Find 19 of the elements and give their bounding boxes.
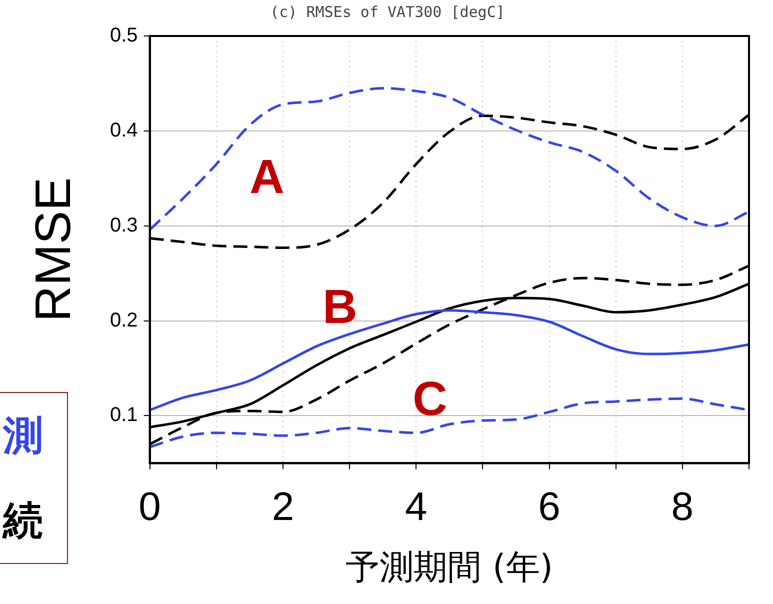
x-tick-label: 8 bbox=[671, 485, 694, 530]
y-tick-label: 0.1 bbox=[110, 404, 138, 426]
line-series bbox=[150, 86, 749, 231]
chart-title: (c) RMSEs of VAT300 [degC] bbox=[270, 2, 505, 21]
annotation: A bbox=[250, 151, 284, 204]
x-axis-title: 予測期間 (年) bbox=[346, 547, 554, 588]
text: 続 bbox=[3, 497, 43, 546]
y-tick-label: 0.3 bbox=[110, 214, 138, 236]
annotation: B bbox=[322, 281, 358, 334]
annotation: C bbox=[412, 373, 448, 426]
y-axis-title: RMSE bbox=[24, 177, 81, 322]
y-tick-label: 0.5 bbox=[110, 24, 138, 47]
text: 測 bbox=[3, 412, 43, 461]
x-tick-label: 0 bbox=[138, 485, 161, 530]
x-tick-label: 4 bbox=[404, 485, 428, 530]
x-tick-label: 2 bbox=[272, 485, 294, 530]
y-tick-label: 0.4 bbox=[110, 119, 138, 142]
y-tick-label: 0.2 bbox=[110, 309, 138, 332]
x-tick-label: 6 bbox=[538, 485, 560, 530]
